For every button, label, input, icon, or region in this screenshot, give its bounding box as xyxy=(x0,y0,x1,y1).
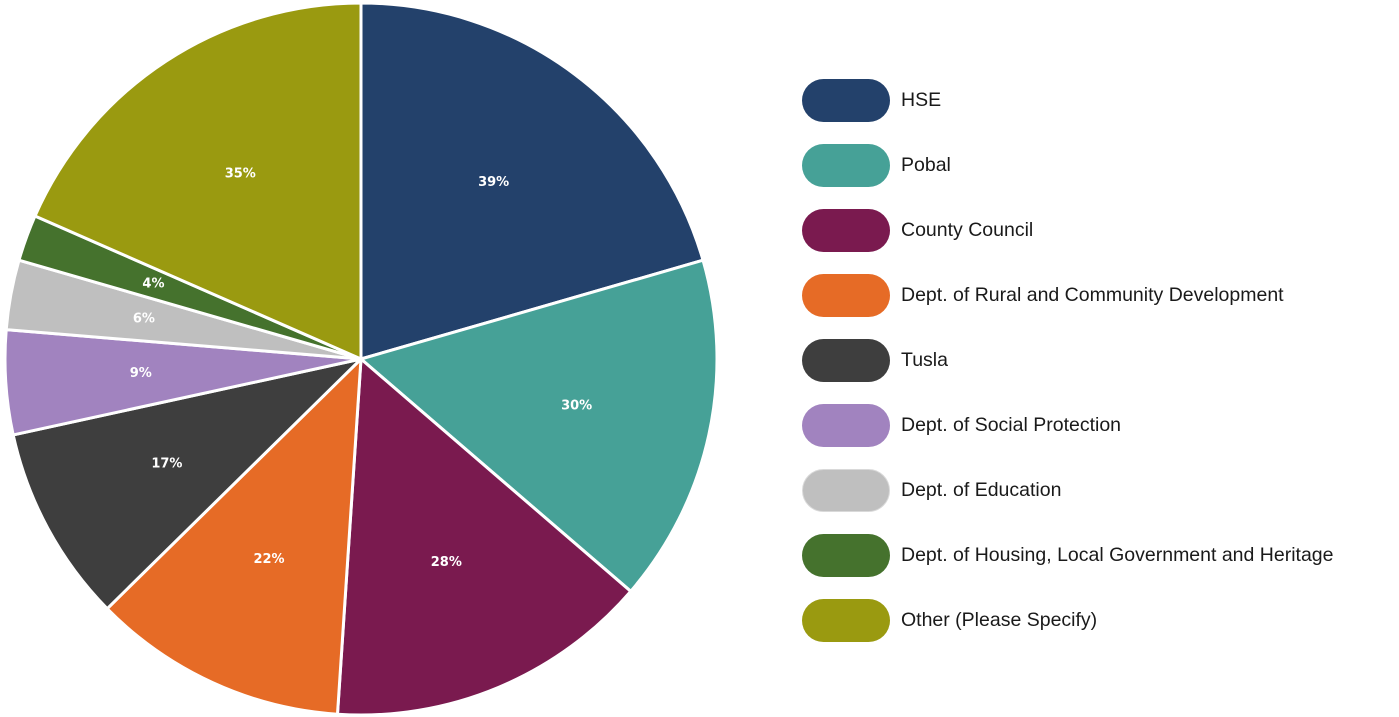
legend-swatch xyxy=(802,79,890,122)
legend-label: Dept. of Housing, Local Government and H… xyxy=(901,544,1334,566)
pie-slice-3 xyxy=(335,357,633,717)
legend-label: Dept. of Social Protection xyxy=(901,414,1122,436)
slice-value-label: 35% xyxy=(225,167,256,182)
legend-label: Tusla xyxy=(901,349,948,371)
legend-item: Dept. of Social Protection xyxy=(802,404,1392,447)
legend-swatch xyxy=(802,339,890,382)
legend: HSE Pobal County Council Dept. of Rural and… xyxy=(802,79,1392,664)
slice-value-label: 22% xyxy=(253,552,284,567)
pie-slice-1 xyxy=(359,1,705,361)
legend-swatch xyxy=(802,209,890,252)
legend-item: HSE xyxy=(802,79,1392,122)
legend-label: Dept. of Rural and Community Development xyxy=(901,284,1284,306)
legend-item: Dept. of Housing, Local Government and H… xyxy=(802,534,1392,577)
pie-slice-2 xyxy=(359,258,719,593)
legend-label: Dept. of Education xyxy=(901,479,1062,501)
slice-value-label: 9% xyxy=(130,366,152,381)
legend-label: Pobal xyxy=(901,154,951,176)
slice-value-label: 4% xyxy=(142,276,164,291)
slice-value-label: 39% xyxy=(478,175,509,190)
legend-swatch xyxy=(802,469,890,512)
pie-slice-4 xyxy=(105,357,363,716)
legend-item: Dept. of Rural and Community Development xyxy=(802,274,1392,317)
legend-item: Dept. of Education xyxy=(802,469,1392,512)
slice-value-label: 17% xyxy=(151,457,182,472)
legend-swatch xyxy=(802,144,890,187)
legend-swatch xyxy=(802,274,890,317)
pie-slice-5 xyxy=(11,357,363,611)
legend-label: Other (Please Specify) xyxy=(901,609,1098,631)
slice-value-label: 28% xyxy=(431,555,462,570)
pie-chart: 39% 30% 28% 22% 17% 9% 6% 4% 35% xyxy=(3,1,719,717)
legend-item: Tusla xyxy=(802,339,1392,382)
legend-swatch xyxy=(802,534,890,577)
slice-value-label: 30% xyxy=(561,399,592,414)
legend-item: Other (Please Specify) xyxy=(802,599,1392,642)
pie-slice-9 xyxy=(33,1,363,361)
legend-item: County Council xyxy=(802,209,1392,252)
slice-value-label: 6% xyxy=(133,312,155,327)
legend-item: Pobal xyxy=(802,144,1392,187)
legend-swatch xyxy=(802,599,890,642)
legend-swatch xyxy=(802,404,890,447)
legend-label: County Council xyxy=(901,219,1034,241)
legend-label: HSE xyxy=(901,89,942,111)
